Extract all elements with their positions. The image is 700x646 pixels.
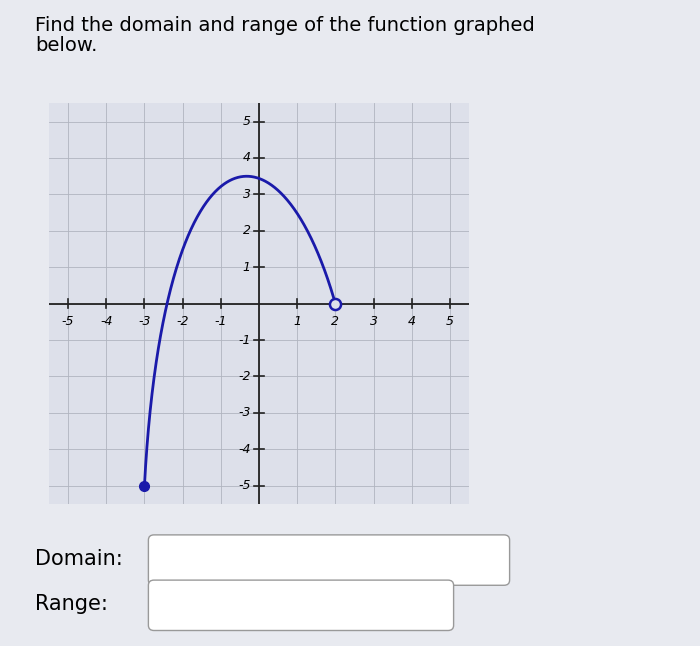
Text: Find the domain and range of the function graphed: Find the domain and range of the functio… [35,16,535,35]
Text: -3: -3 [138,315,150,328]
Text: below.: below. [35,36,97,54]
Text: -2: -2 [176,315,189,328]
Text: -5: -5 [238,479,251,492]
Text: 5: 5 [446,315,454,328]
Text: 3: 3 [370,315,377,328]
Text: 1: 1 [243,261,251,274]
Text: -1: -1 [238,333,251,346]
Text: 4: 4 [407,315,416,328]
Text: 2: 2 [331,315,340,328]
Text: Domain:: Domain: [35,549,122,568]
Text: 1: 1 [293,315,301,328]
Text: -2: -2 [238,370,251,383]
Text: -4: -4 [238,443,251,456]
Text: 3: 3 [243,188,251,201]
Text: -1: -1 [215,315,227,328]
Text: Range:: Range: [35,594,108,614]
Text: -3: -3 [238,406,251,419]
Text: -4: -4 [100,315,113,328]
Text: 5: 5 [243,115,251,128]
Text: 2: 2 [243,224,251,237]
Text: -5: -5 [62,315,74,328]
Text: 4: 4 [243,151,251,165]
